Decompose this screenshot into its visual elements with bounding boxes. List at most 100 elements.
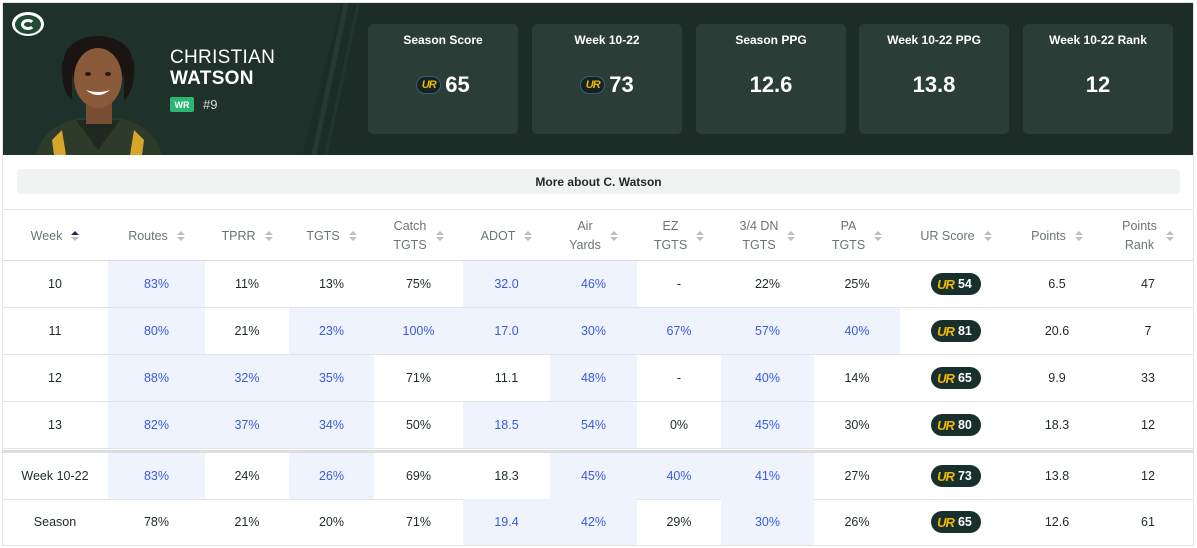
- cell-air-yards: 42%: [550, 499, 637, 545]
- cell-week: 11: [48, 324, 62, 338]
- cell-catch-tgts: 71%: [405, 371, 432, 385]
- stat-card-label: Season Score: [403, 33, 483, 47]
- cell-catch-tgts: 71%: [405, 515, 432, 529]
- cell-ez-tgts: 29%: [666, 515, 692, 529]
- cell-week: 10: [48, 277, 62, 291]
- ur-logo-icon: UR: [937, 370, 955, 386]
- ur-score-value: 54: [957, 277, 972, 291]
- ur-score-value: 81: [957, 324, 972, 338]
- player-last-name: WATSON: [170, 68, 254, 89]
- sort-icon[interactable]: [348, 231, 357, 241]
- cell-tgts: 20%: [318, 515, 345, 529]
- column-header-line: 3/4 DN: [739, 219, 779, 233]
- cell-week: Season: [33, 515, 77, 529]
- column-header-ur-score[interactable]: UR Score: [900, 210, 1012, 262]
- column-header-pa-tgts[interactable]: PA TGTS: [814, 210, 900, 262]
- ur-logo-icon: UR: [937, 514, 955, 530]
- stat-card-value: 13.8: [912, 72, 956, 97]
- column-header-label: Week: [31, 227, 63, 246]
- cell-points-rank: 61: [1141, 515, 1155, 529]
- ur-score-value: 65: [957, 371, 972, 385]
- cell-3-4-dn-tgts: 40%: [721, 355, 814, 401]
- cell-catch-tgts: 50%: [405, 418, 432, 432]
- column-header-line: UR Score: [920, 228, 975, 243]
- cell-points-rank: 12: [1141, 469, 1155, 483]
- column-header-line: TGTS: [653, 238, 688, 252]
- column-header-label: UR Score: [920, 227, 974, 246]
- cell-routes: 82%: [108, 402, 205, 448]
- sort-icon[interactable]: [264, 231, 273, 241]
- cell-pa-tgts: 40%: [814, 308, 900, 354]
- column-header-line: TGTS: [831, 238, 866, 252]
- cell-ez-tgts: 40%: [637, 453, 721, 499]
- stat-card-week-rank: Week 10-22 Rank 12: [1023, 24, 1173, 134]
- sort-icon[interactable]: [696, 231, 705, 241]
- stat-card-label: Week 10-22: [574, 33, 640, 47]
- sort-icon[interactable]: [874, 231, 883, 241]
- column-header-line: TPRR: [221, 228, 256, 243]
- sort-icon[interactable]: [435, 231, 444, 241]
- cell-tgts: 26%: [289, 453, 374, 499]
- column-header-points[interactable]: Points: [1012, 210, 1102, 262]
- column-header-line: TGTS: [742, 238, 776, 252]
- cell-ur-score: UR 81: [900, 308, 1012, 354]
- cell-pa-tgts: 27%: [844, 469, 870, 483]
- cell-pa-tgts: 14%: [844, 371, 870, 385]
- cell-3-4-dn-tgts: 41%: [721, 453, 814, 499]
- cell-3-4-dn-tgts: 45%: [721, 402, 814, 448]
- more-about-player-button[interactable]: More about C. Watson: [17, 169, 1180, 194]
- column-header-routes[interactable]: Routes: [108, 210, 205, 262]
- column-header-catch-tgts[interactable]: Catch TGTS: [374, 210, 463, 262]
- ur-score-pill: UR 73: [931, 465, 981, 487]
- cell-air-yards: 48%: [550, 355, 637, 401]
- column-header-3-4-dn-tgts[interactable]: 3/4 DN TGTS: [721, 210, 814, 262]
- cell-3-4-dn-tgts: 30%: [721, 499, 814, 545]
- cell-tgts: 35%: [289, 355, 374, 401]
- packers-g-logo-icon[interactable]: [12, 12, 44, 36]
- cell-points: 13.8: [1044, 469, 1070, 483]
- stat-card-label: Week 10-22 PPG: [887, 33, 981, 47]
- column-header-week[interactable]: Week: [2, 210, 108, 262]
- sort-icon[interactable]: [176, 231, 185, 241]
- sort-icon[interactable]: [1074, 231, 1083, 241]
- column-header-points-rank[interactable]: Points Rank: [1102, 210, 1194, 262]
- sort-icon[interactable]: [1165, 231, 1174, 241]
- position-badge: WR: [170, 97, 194, 112]
- stat-card-label: Season PPG: [735, 33, 807, 47]
- sort-icon[interactable]: [609, 231, 618, 241]
- column-header-tgts[interactable]: TGTS: [289, 210, 374, 262]
- cell-tprr: 21%: [234, 515, 260, 529]
- column-header-air-yards[interactable]: Air Yards: [550, 210, 637, 262]
- sort-icon[interactable]: [524, 231, 533, 241]
- cell-ez-tgts: 0%: [669, 418, 689, 432]
- table-header: Week Routes TPRR TGTS Catch TGTS ADOT Air Yards E…: [2, 209, 1194, 261]
- column-header-line: TGTS: [306, 228, 340, 243]
- cell-3-4-dn-tgts: 57%: [721, 308, 814, 354]
- column-header-line: Catch: [393, 219, 427, 233]
- cell-routes: 83%: [108, 261, 205, 307]
- column-header-adot[interactable]: ADOT: [463, 210, 550, 262]
- table-row: Season 78% 21% 20% 71% 19.4 42% 29% 30% 26% UR 65 12…: [2, 499, 1194, 546]
- cell-ez-tgts: -: [676, 371, 682, 385]
- table-row: Week 10-22 83% 24% 26% 69% 18.3 45% 40% 41% 27% UR…: [2, 450, 1194, 500]
- table-row: 12 88% 32% 35% 71% 11.1 48% - 40% 14% UR 65 9.9 33: [2, 355, 1194, 402]
- stat-card-value: 65: [445, 72, 470, 97]
- column-header-label: Air Yards: [569, 217, 601, 255]
- column-header-ez-tgts[interactable]: EZ TGTS: [637, 210, 721, 262]
- jersey-number: #9: [203, 97, 218, 112]
- column-header-line: Routes: [128, 228, 168, 243]
- sort-icon[interactable]: [983, 231, 992, 241]
- cell-tgts: 23%: [289, 308, 374, 354]
- column-header-line: Points: [1031, 228, 1066, 243]
- player-header: CHRISTIAN WATSON WR #9 Season Score UR 6…: [2, 2, 1194, 155]
- cell-points-rank: 47: [1141, 277, 1155, 291]
- sort-icon[interactable]: [787, 231, 796, 241]
- column-header-tprr[interactable]: TPRR: [205, 210, 289, 262]
- stat-card-season-score: Season Score UR 65: [368, 24, 518, 134]
- table-row: 10 83% 11% 13% 75% 32.0 46% - 22% 25% UR 54 6.5 47: [2, 261, 1194, 308]
- column-header-line: Air: [577, 219, 593, 233]
- cell-routes: 88%: [108, 355, 205, 401]
- cell-ur-score: UR 65: [900, 499, 1012, 545]
- stat-card-value: 12.6: [749, 72, 793, 97]
- sort-icon[interactable]: [71, 231, 80, 241]
